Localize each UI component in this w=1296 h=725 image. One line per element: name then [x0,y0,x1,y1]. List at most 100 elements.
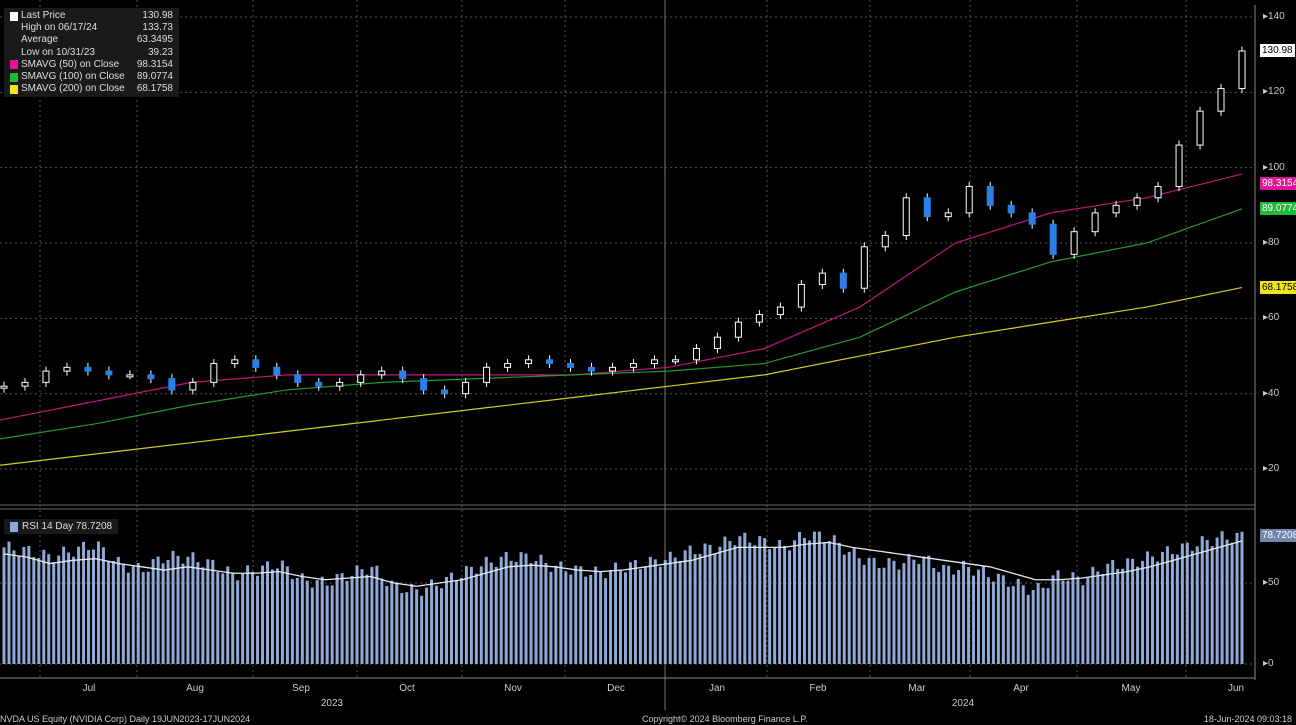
rsi-bar [763,538,767,664]
rsi-bar [932,567,936,664]
rsi-bar [569,574,573,664]
rsi-bar [211,559,215,664]
rsi-bar [355,565,359,664]
candle-up [462,381,470,395]
rsi-bar [1136,566,1140,664]
rsi-bar [589,574,593,664]
rsi-bar [708,544,712,664]
rsi-bar [1220,531,1224,664]
rsi-bar [778,540,782,664]
rsi-bar [663,560,667,664]
y-tick-label: ▸80 [1263,237,1280,249]
rsi-bar [758,536,762,664]
rsi-bar [27,545,31,664]
rsi-bar [922,556,926,664]
y-tick-label: ▸20 [1263,463,1280,475]
candle-down [1049,223,1057,255]
month-label: Nov [504,683,522,694]
rsi-bar [957,570,961,664]
rsi-bar [1056,570,1060,664]
rsi-bar [57,555,61,664]
legend-value: 89.0774 [136,71,173,83]
rsi-bar [385,585,389,664]
rsi-bar [156,556,160,664]
rsi-bar [947,565,951,664]
rsi-bar [544,562,548,664]
rsi-bar [877,567,881,664]
month-label: May [1121,683,1141,694]
rsi-bar [256,575,260,664]
rsi-bar [121,564,125,664]
rsi-bar [161,563,165,664]
rsi-bar [1086,576,1090,664]
rsi-bar [285,566,289,664]
rsi-bar [1230,542,1234,664]
rsi-bar [47,554,51,664]
rsi-bar [976,569,980,664]
rsi-bar [534,561,538,664]
rsi-bar [738,536,742,664]
rsi-bar [1091,566,1095,664]
rsi-bar [579,566,583,664]
rsi-bar [126,572,130,664]
rsi-bar [315,580,319,664]
rsi-bar [1016,578,1020,664]
rsi-bar [1036,582,1040,664]
rsi-bar [12,550,16,664]
legend-name: High on 06/17/24 [21,22,98,34]
rsi-bar [847,551,851,664]
rsi-bar [1111,560,1115,664]
sma-value-tag: 68.1758 [1260,280,1296,294]
month-label: Jun [1227,683,1245,694]
rsi-bar [559,561,563,664]
rsi-bar [400,593,404,664]
rsi-bar [1185,542,1189,664]
rsi-bar [176,555,180,664]
rsi-bar [1071,572,1075,664]
rsi-bar [325,585,329,664]
rsi-bar [101,547,105,664]
legend-name: SMAVG (50) on Close [21,58,120,70]
rsi-bar [802,537,806,664]
rsi-bar [201,567,205,664]
rsi-bar [817,531,821,664]
rsi-bar [986,577,990,664]
y-tick-label: ▸140 [1263,11,1285,22]
sma-value-tag: 89.0774 [1260,201,1296,215]
candle-up [629,363,637,368]
rsi-bar [768,549,772,664]
rsi-bar [305,580,309,664]
candle-up [483,366,491,383]
rsi-bar [141,572,145,664]
candle-up [504,363,512,368]
rsi-bar [703,543,707,664]
rsi-bar [136,563,140,664]
rsi-bar [340,573,344,664]
rsi-bar [1141,560,1145,664]
rsi-bar [131,566,135,664]
rsi-bar [807,540,811,664]
rsi-bar [1165,546,1169,664]
candle-down [252,359,260,368]
rsi-bar [479,566,483,664]
candle-down [986,186,994,206]
rsi-bar [599,571,603,664]
rsi-bar [549,571,553,664]
rsi-bar [1116,568,1120,664]
rsi-bar [554,565,558,664]
rsi-bar [146,571,150,664]
rsi-bar [1106,563,1110,664]
rsi-bar [1210,546,1214,664]
rsi-bar [668,551,672,664]
candle-up [860,246,868,289]
rsi-bar [1235,532,1239,664]
y-tick-label: ▸100 [1263,161,1285,173]
rsi-bar [454,580,458,664]
rsi-bar [440,588,444,664]
rsi-bar [678,560,682,664]
legend-item: SMAVG (100) on Close 89.0774 [10,71,173,83]
rsi-bar [1076,576,1080,664]
rsi-bar [191,552,195,664]
rsi-bar [633,560,637,664]
